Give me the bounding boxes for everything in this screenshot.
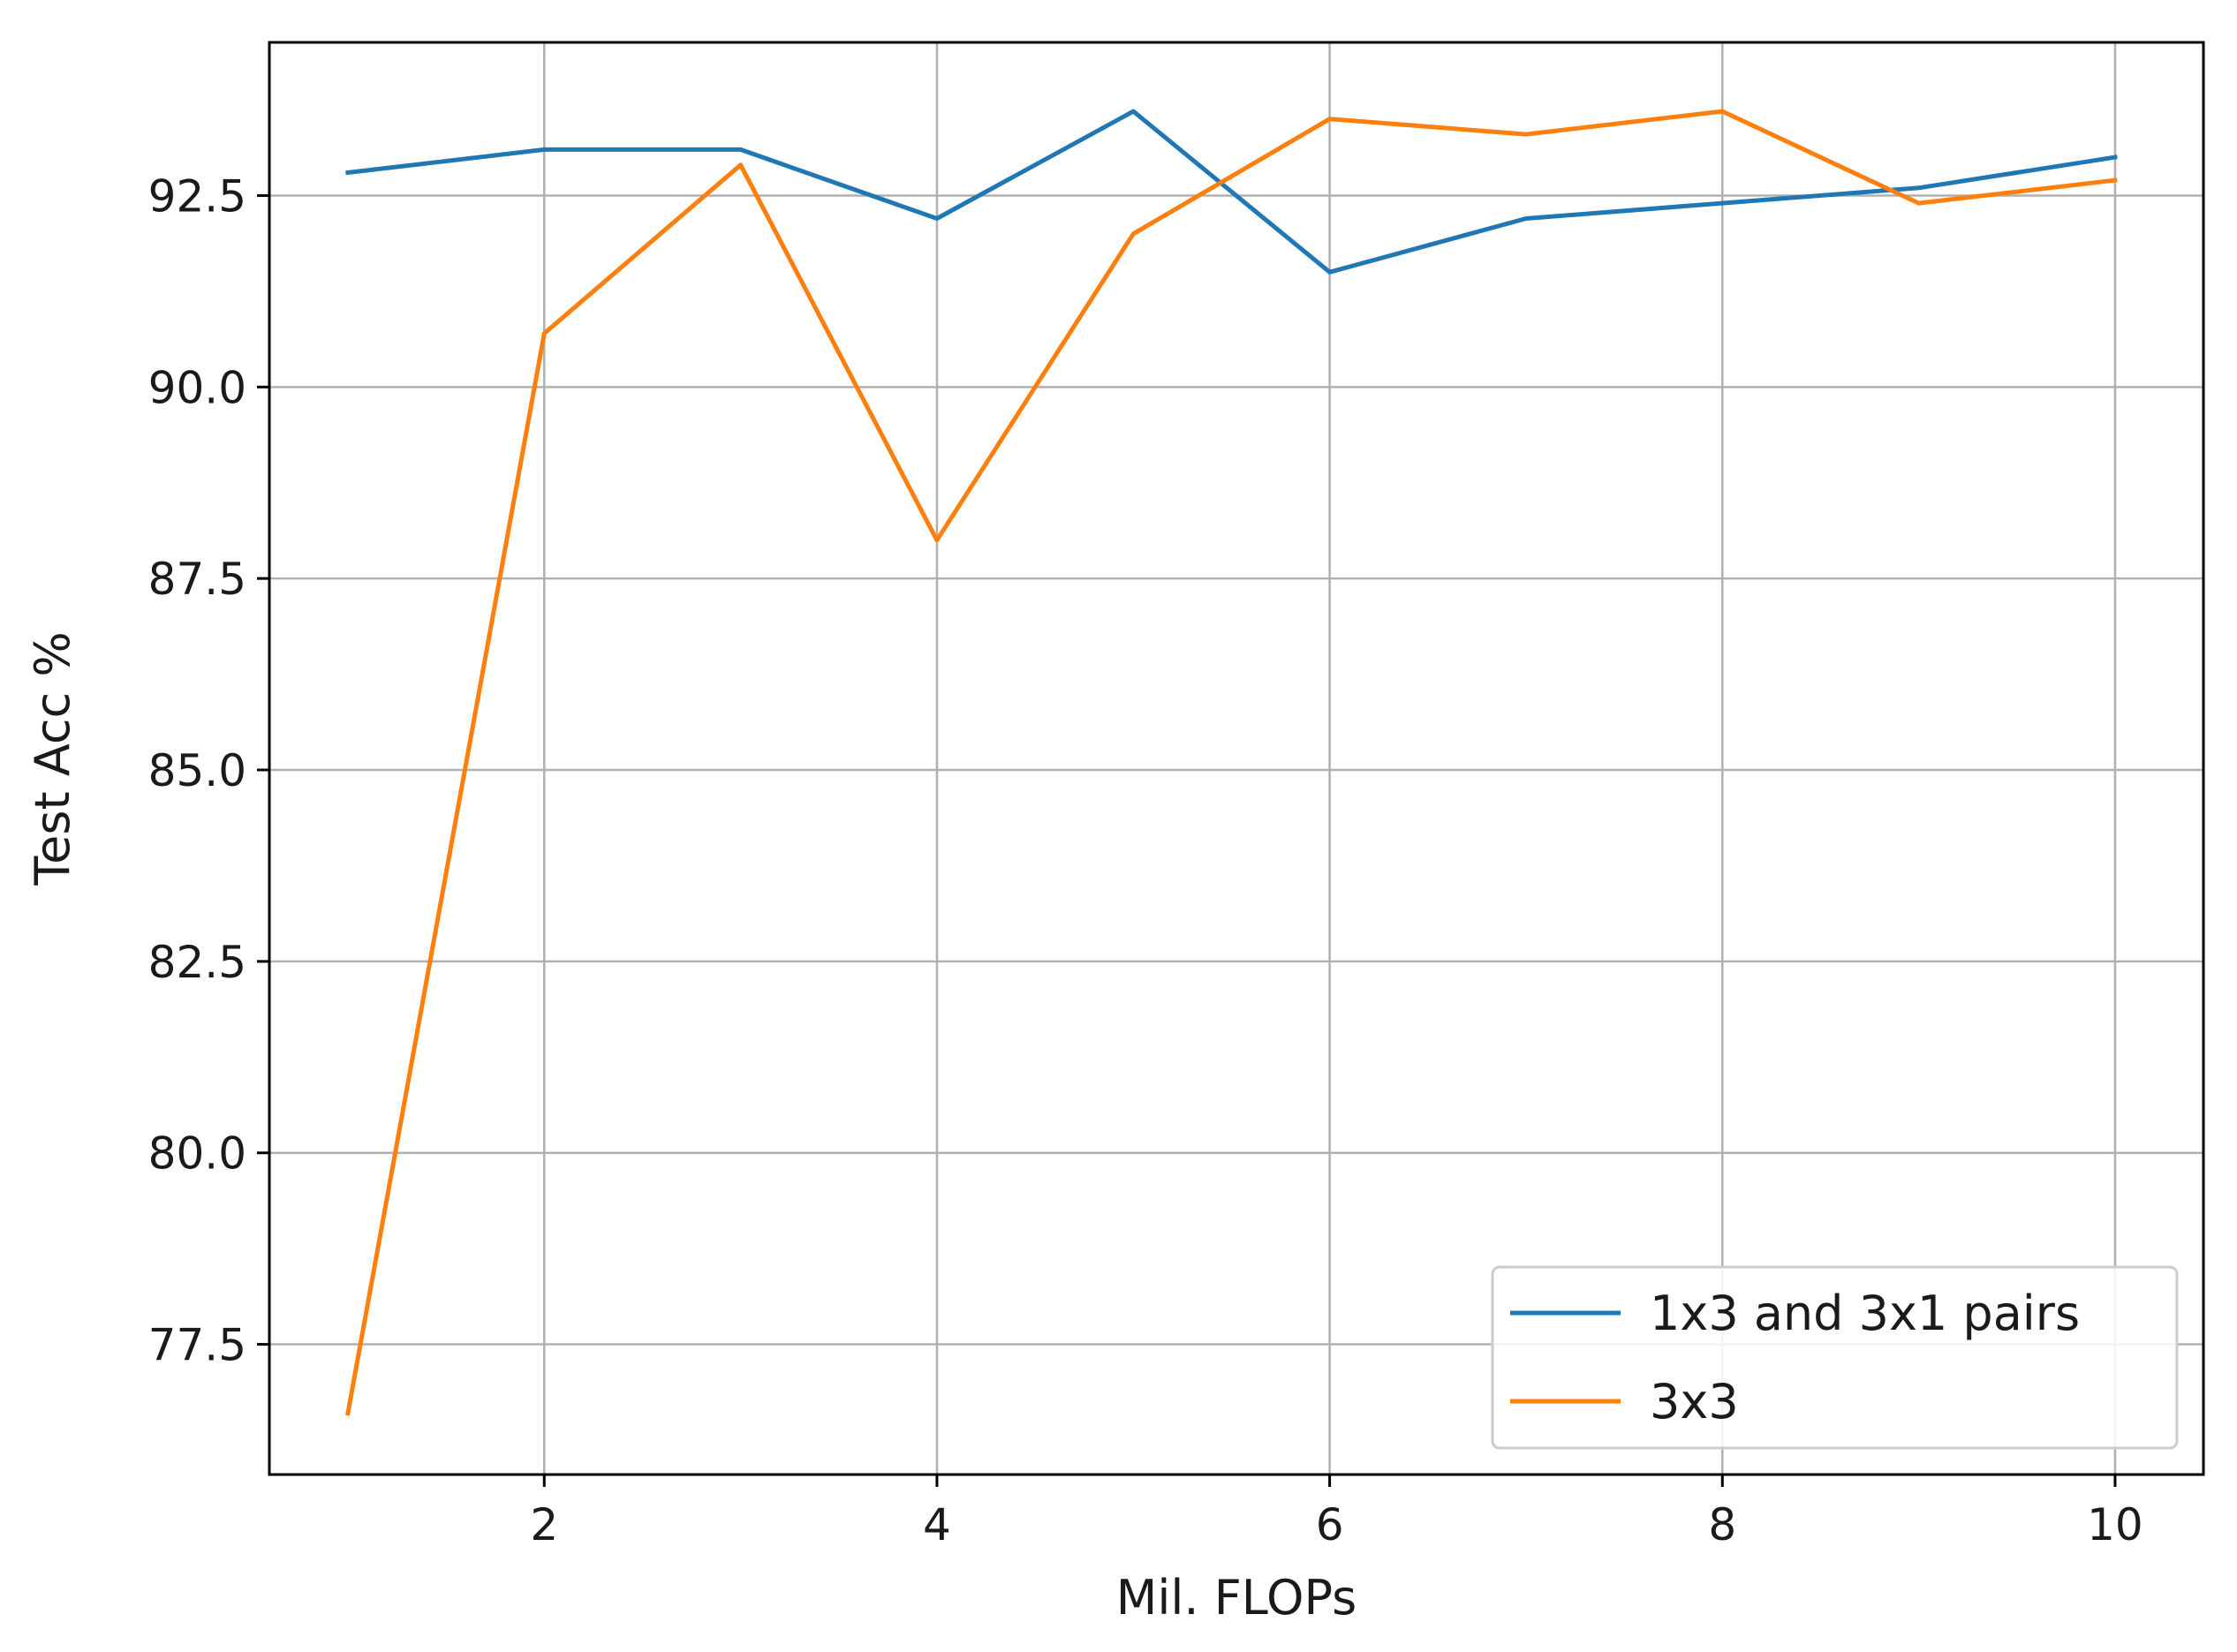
y-tick-label: 82.5	[148, 937, 246, 988]
x-axis-label: Mil. FLOPs	[1116, 1570, 1357, 1626]
y-tick-label: 80.0	[148, 1128, 246, 1180]
legend-label: 1x3 and 3x1 pairs	[1650, 1286, 2080, 1341]
y-tick-label: 87.5	[148, 554, 246, 605]
y-axis-label: Test Acc %	[25, 631, 80, 886]
legend: 1x3 and 3x1 pairs 3x3	[1493, 1267, 2177, 1448]
x-tick-label: 2	[530, 1499, 558, 1550]
y-tick-label: 90.0	[148, 362, 246, 413]
x-tick-label: 4	[923, 1499, 951, 1550]
legend-label: 3x3	[1650, 1374, 1739, 1429]
x-tick-label: 6	[1316, 1499, 1344, 1550]
y-tick-label: 92.5	[148, 170, 246, 222]
y-tick-label: 77.5	[148, 1320, 246, 1371]
x-tick-label: 8	[1708, 1499, 1736, 1550]
y-tick-label: 85.0	[148, 745, 246, 796]
x-tick-label: 10	[2087, 1499, 2143, 1550]
